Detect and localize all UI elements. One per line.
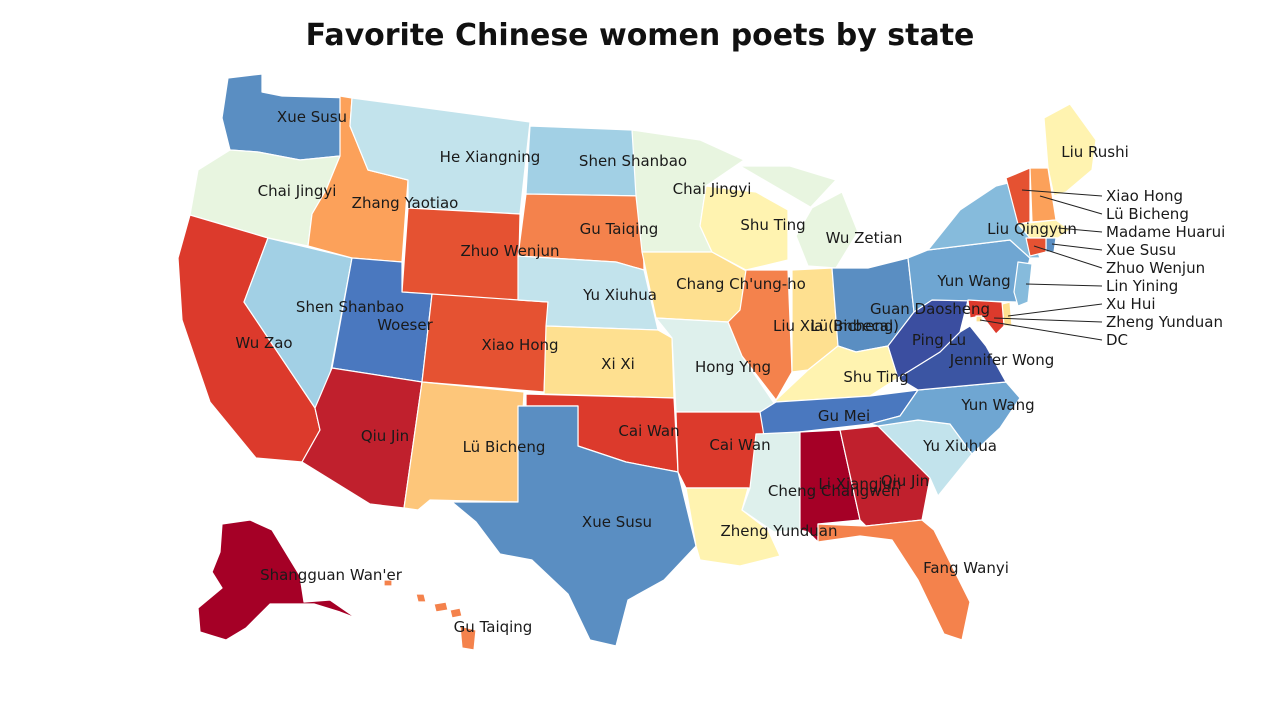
label-nv: Shen Shanbao	[296, 298, 404, 316]
label-az: Qiu Jin	[361, 427, 409, 445]
state-ks[interactable]	[543, 325, 675, 399]
state-hi-4[interactable]	[449, 607, 463, 619]
label-ut: Woeser	[377, 316, 433, 334]
label-ia: Chang Ch'ung-ho	[676, 275, 806, 293]
leader-line-ri	[1051, 243, 1103, 251]
label-me: Liu Rushi	[1061, 143, 1129, 161]
label-ga: Qiu Jin	[881, 472, 929, 490]
label-hi: Gu Taiqing	[454, 618, 533, 636]
callout-leader-lines	[979, 189, 1103, 341]
leader-line-de	[1007, 303, 1103, 317]
label-co: Xiao Hong	[481, 336, 558, 354]
leader-line-dc	[979, 319, 1103, 341]
callout-ct: Zhuo Wenjun	[1106, 259, 1205, 277]
state-hi-3[interactable]	[433, 601, 449, 613]
leader-line-ma	[1057, 227, 1103, 233]
label-nd: Shen Shanbao	[579, 152, 687, 170]
label-ms: Cheng Changwen	[768, 482, 900, 500]
leader-line-vt	[1021, 189, 1103, 197]
state-hi-5[interactable]	[459, 625, 477, 651]
state-mi[interactable]	[739, 165, 859, 269]
label-in: Lü Bicheng	[811, 317, 894, 335]
map-title: Favorite Chinese women poets by state	[305, 18, 975, 53]
leader-line-nj	[1025, 283, 1103, 287]
label-mo: Hong Ying	[695, 358, 771, 376]
state-tx[interactable]	[451, 405, 697, 647]
label-id: Zhang Yaotiao	[352, 194, 459, 212]
label-mt: He Xiangning	[440, 148, 541, 166]
state-nj[interactable]	[1013, 261, 1033, 307]
label-ak: Shangguan Wan'er	[260, 566, 403, 584]
label-ne: Yu Xiuhua	[582, 286, 657, 304]
callout-ma: Madame Huarui	[1106, 223, 1225, 241]
label-la: Zheng Yunduan	[721, 522, 838, 540]
state-nm[interactable]	[403, 381, 525, 511]
state-ma[interactable]	[1017, 219, 1071, 239]
leader-line-nh	[1039, 195, 1103, 215]
label-tn: Gu Mei	[818, 407, 870, 425]
callout-vt: Xiao Hong	[1106, 187, 1183, 205]
state-wi[interactable]	[699, 185, 789, 271]
label-tx: Xue Susu	[582, 513, 652, 531]
label-ny: Liu Qingyun	[987, 220, 1077, 238]
state-hi-1[interactable]	[383, 579, 393, 587]
label-oh: Guan Daosheng	[870, 300, 990, 318]
label-mi: Wu Zetian	[826, 229, 903, 247]
label-sc: Yu Xiuhua	[922, 437, 997, 455]
label-nm: Lü Bicheng	[463, 438, 546, 456]
leader-line-md	[993, 317, 1103, 323]
label-ks: Xi Xi	[601, 355, 635, 373]
callout-ri: Xue Susu	[1106, 241, 1176, 259]
leader-line-ct	[1033, 245, 1103, 269]
state-fl[interactable]	[817, 519, 971, 641]
label-wy: Zhuo Wenjun	[460, 242, 559, 260]
label-wv: Ping Lu	[912, 331, 966, 349]
callout-md: Zheng Yunduan	[1106, 313, 1223, 331]
label-ca: Wu Zao	[235, 334, 292, 352]
callout-nj: Lin Yining	[1106, 277, 1178, 295]
state-ak[interactable]	[197, 519, 357, 641]
state-mt[interactable]	[349, 97, 531, 215]
label-pa: Yun Wang	[936, 272, 1010, 290]
state-hi-2[interactable]	[415, 593, 427, 603]
label-il: Liu Xia (imbecal)	[773, 317, 899, 335]
label-al: Li Xiangjun	[818, 475, 901, 493]
state-nc[interactable]	[869, 381, 1021, 455]
state-vt[interactable]	[1005, 167, 1031, 225]
states-layer	[177, 73, 1097, 651]
label-va: Jennifer Wong	[949, 351, 1054, 369]
label-ar: Cai Wan	[709, 436, 770, 454]
state-labels: Xue Susu Chai Jingyi Wu Zao Shen Shanbao…	[235, 108, 1128, 636]
state-la[interactable]	[685, 487, 781, 567]
callout-de: Xu Hui	[1106, 295, 1156, 313]
state-il[interactable]	[727, 269, 793, 401]
callout-dc: DC	[1106, 331, 1128, 349]
label-sd: Gu Taiqing	[580, 220, 659, 238]
callout-labels: Xiao Hong Lü Bicheng Madame Huarui Xue S…	[1106, 187, 1225, 349]
label-or: Chai Jingyi	[258, 182, 337, 200]
label-fl: Fang Wanyi	[923, 559, 1009, 577]
label-mn: Chai Jingyi	[673, 180, 752, 198]
callout-nh: Lü Bicheng	[1106, 205, 1189, 223]
label-wa: Xue Susu	[277, 108, 347, 126]
label-nc: Yun Wang	[960, 396, 1034, 414]
label-ky: Shu Ting	[843, 368, 908, 386]
label-wi: Shu Ting	[740, 216, 805, 234]
label-ok: Cai Wan	[618, 422, 679, 440]
state-md[interactable]	[967, 299, 1005, 335]
